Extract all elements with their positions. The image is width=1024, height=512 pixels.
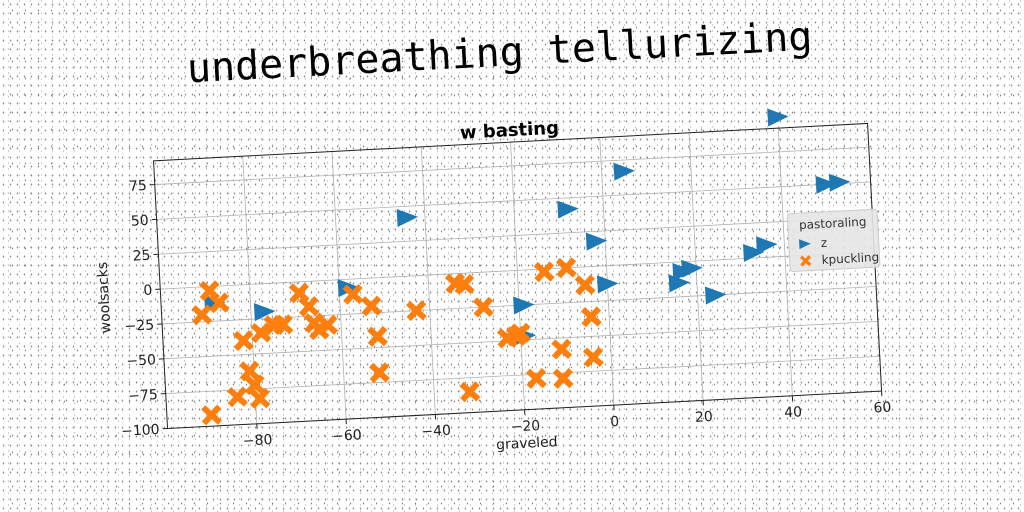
chart-title: w basting: [459, 118, 559, 144]
y-tick-label: 75: [129, 178, 148, 195]
data-point-triangle: [397, 208, 419, 227]
x-tick-label: 0: [610, 414, 620, 430]
x-tick-label: −20: [510, 418, 540, 436]
y-tick-label: 25: [132, 248, 151, 265]
data-point-triangle: [586, 232, 608, 251]
y-tick-label: −25: [124, 317, 154, 335]
grid-lines: [154, 123, 882, 428]
data-point-x: [229, 388, 246, 405]
data-point-x: [203, 407, 220, 424]
data-point-triangle: [513, 295, 535, 314]
x-grid-line: [421, 147, 435, 415]
data-point-x: [291, 285, 308, 302]
y-grid-line: [155, 147, 869, 184]
y-tick-label: −75: [128, 387, 158, 405]
data-point-x: [300, 298, 317, 315]
x-grid-line: [511, 142, 525, 410]
x-tick-label: 60: [873, 400, 892, 417]
data-point-x: [363, 298, 380, 315]
y-tick-label: 50: [130, 213, 149, 230]
data-point-x: [193, 306, 210, 323]
x-tick-label: −60: [332, 427, 362, 445]
data-point-triangle: [705, 285, 727, 304]
data-point-x: [371, 364, 388, 381]
data-point-triangle: [613, 162, 635, 181]
data-point-x: [528, 370, 545, 387]
x-tick-label: −40: [421, 423, 451, 441]
data-point-x: [585, 349, 602, 366]
plot-area: w basting −80 −60 −40 −20 0 20 40 60 −100 −75 −50…: [88, 101, 892, 474]
legend-label: z: [820, 236, 827, 250]
data-point-x: [536, 263, 553, 280]
y-grid-line: [157, 182, 871, 219]
data-point-x: [369, 328, 386, 345]
x-grid-line: [600, 137, 614, 405]
data-point-x: [583, 308, 600, 325]
x-tick-label: 40: [784, 404, 803, 421]
x-axis-label: graveled: [496, 434, 558, 453]
data-point-triangle: [557, 199, 579, 218]
y-axis-label: woolsacks: [95, 262, 115, 334]
x-tick-label: 20: [695, 409, 714, 426]
data-point-x: [553, 341, 570, 358]
data-point-x: [235, 332, 252, 349]
x-tick-label: −80: [243, 432, 273, 450]
y-tick-label: 0: [143, 283, 153, 299]
data-point-triangle: [829, 173, 851, 192]
y-grid-line: [160, 252, 874, 289]
data-point-triangle: [767, 107, 789, 126]
data-point-triangle: [756, 235, 778, 254]
y-tick-label: −50: [126, 352, 156, 370]
data-point-x: [577, 277, 594, 294]
y-tick-label: −100: [121, 422, 160, 440]
x-axis-ticks: −80 −60 −40 −20 0 20 40 60: [242, 391, 892, 450]
data-point-x: [462, 383, 479, 400]
y-axis-ticks: −100 −75 −50 −25 0 25 50 75: [108, 178, 168, 440]
y-grid-line: [166, 356, 880, 393]
